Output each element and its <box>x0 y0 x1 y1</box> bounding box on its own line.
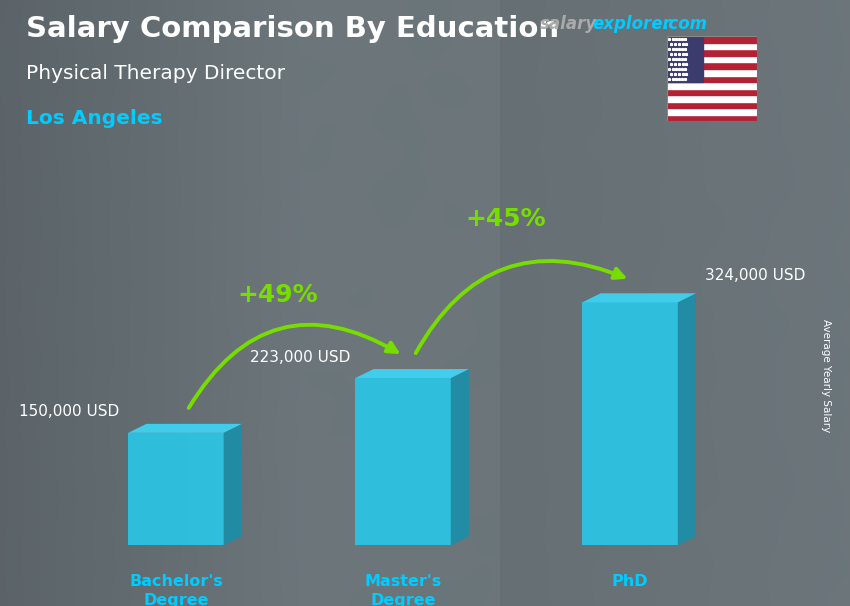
Polygon shape <box>224 424 241 545</box>
Polygon shape <box>128 424 241 433</box>
Text: Los Angeles: Los Angeles <box>26 109 162 128</box>
Bar <box>667 50 756 56</box>
Polygon shape <box>450 369 469 545</box>
Text: 150,000 USD: 150,000 USD <box>19 404 119 419</box>
Text: +49%: +49% <box>238 283 319 307</box>
Bar <box>667 36 756 43</box>
Text: Bachelor's
Degree: Bachelor's Degree <box>129 574 223 606</box>
Text: +45%: +45% <box>465 207 546 231</box>
Bar <box>667 62 756 69</box>
Bar <box>667 88 756 95</box>
Bar <box>667 76 756 82</box>
Text: Salary Comparison By Education: Salary Comparison By Education <box>26 15 558 43</box>
Text: Average Yearly Salary: Average Yearly Salary <box>821 319 831 432</box>
Polygon shape <box>582 293 696 302</box>
Text: 223,000 USD: 223,000 USD <box>251 350 351 365</box>
Text: Physical Therapy Director: Physical Therapy Director <box>26 64 285 82</box>
Polygon shape <box>677 293 696 545</box>
Bar <box>667 43 756 50</box>
Bar <box>667 115 756 121</box>
Text: 324,000 USD: 324,000 USD <box>706 268 806 283</box>
Text: PhD: PhD <box>612 574 649 589</box>
Bar <box>667 56 756 62</box>
Bar <box>667 36 703 82</box>
Bar <box>667 102 756 108</box>
Bar <box>355 378 451 545</box>
Bar <box>582 302 677 545</box>
Text: .com: .com <box>662 15 707 33</box>
Text: Master's
Degree: Master's Degree <box>365 574 442 606</box>
Bar <box>128 433 224 545</box>
Text: explorer: explorer <box>592 15 672 33</box>
Bar <box>667 95 756 102</box>
Bar <box>667 69 756 76</box>
Bar <box>667 108 756 115</box>
Text: salary: salary <box>540 15 597 33</box>
Bar <box>667 82 756 88</box>
Polygon shape <box>355 369 469 378</box>
